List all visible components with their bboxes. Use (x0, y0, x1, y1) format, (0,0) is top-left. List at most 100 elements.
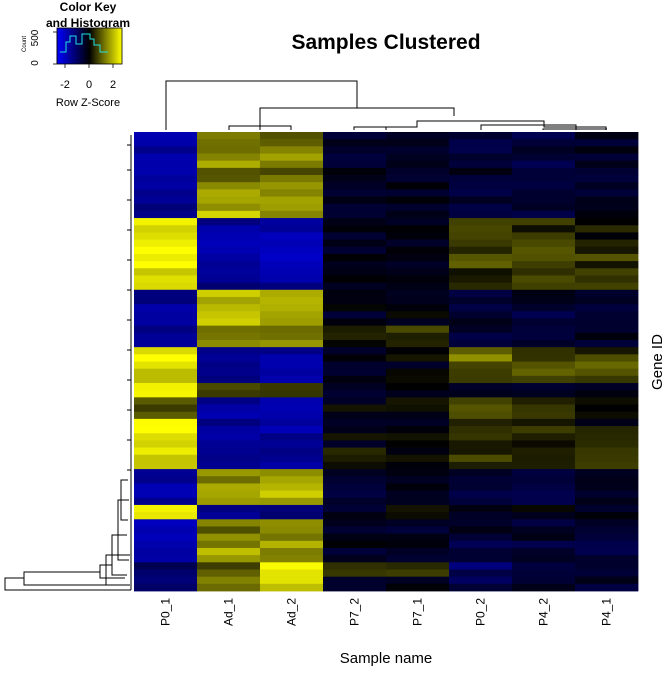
heatmap-cell (260, 440, 324, 448)
heatmap-cell (323, 390, 387, 398)
heatmap-cell (260, 296, 324, 305)
heatmap-cell (512, 476, 576, 484)
heatmap-cell (260, 218, 324, 226)
heatmap-cell (575, 433, 639, 441)
heatmap-cell (260, 275, 324, 284)
heatmap-cell (134, 547, 198, 556)
heatmap-cell (575, 139, 639, 147)
heatmap-cell (197, 512, 261, 520)
heatmap-cell (197, 447, 261, 456)
heatmap-cell (386, 304, 450, 312)
color-key-xtick-neg2: -2 (60, 79, 70, 91)
heatmap-cell (197, 296, 261, 305)
heatmap-cell (386, 404, 450, 413)
heatmap-cell (323, 383, 387, 391)
heatmap-cell (323, 225, 387, 233)
heatmap-cell (449, 547, 513, 556)
heatmap-cell (260, 426, 324, 434)
heatmap-cell (134, 210, 198, 219)
heatmap-cell (134, 225, 198, 233)
heatmap-cell (512, 139, 576, 147)
heatmap-cell (575, 526, 639, 535)
heatmap-cell (134, 555, 198, 563)
heatmap-cell (575, 540, 639, 549)
heatmap-cell (134, 447, 198, 456)
heatmap-cell (197, 397, 261, 405)
heatmap-cell (575, 418, 639, 427)
heatmap-cell (449, 232, 513, 240)
heatmap-cell (512, 339, 576, 348)
chart-title: Samples Clustered (291, 31, 480, 54)
heatmap-cell (449, 404, 513, 413)
heatmap-cell (134, 483, 198, 491)
heatmap-cell (386, 454, 450, 463)
heatmap-cell (449, 512, 513, 520)
heatmap-cell (323, 519, 387, 527)
heatmap-cell (575, 332, 639, 341)
heatmap-cell (323, 167, 387, 176)
heatmap-cell (197, 153, 261, 162)
heatmap-cell (323, 146, 387, 154)
heatmap-cell (449, 368, 513, 377)
heatmap-cell (386, 497, 450, 506)
column-dendrogram (165, 80, 607, 130)
heatmap-cell (386, 196, 450, 205)
heatmap-cell (260, 555, 324, 563)
heatmap-cell (260, 490, 324, 499)
heatmap-cell (386, 547, 450, 556)
heatmap-cell (323, 232, 387, 240)
y-axis-label: Gene ID (649, 334, 666, 390)
heatmap-cell (323, 375, 387, 384)
heatmap-cell (512, 418, 576, 427)
heatmap-cell (323, 562, 387, 570)
heatmap-cell (260, 210, 324, 219)
heatmap-cell (449, 167, 513, 176)
heatmap-cell (512, 325, 576, 334)
heatmap-cell (575, 583, 639, 592)
heatmap-cell (197, 146, 261, 154)
heatmap-cell (323, 469, 387, 477)
heatmap-cell (512, 253, 576, 262)
heatmap-cell (512, 540, 576, 549)
heatmap-cell (134, 296, 198, 305)
heatmap-cell (449, 490, 513, 499)
heatmap-cell (260, 175, 324, 183)
heatmap-cell (575, 569, 639, 578)
color-key-count-label: Count (22, 36, 28, 52)
heatmap-cell (449, 433, 513, 441)
heatmap-cell (575, 203, 639, 212)
heatmap-cell (323, 576, 387, 585)
heatmap-cell (512, 512, 576, 520)
heatmap-cell (386, 167, 450, 176)
heatmap-cell (260, 519, 324, 527)
heatmap-cell (575, 368, 639, 377)
heatmap-cell (260, 497, 324, 506)
heatmap-cell (512, 246, 576, 255)
heatmap-cell (575, 146, 639, 154)
heatmap-cell (260, 583, 324, 592)
heatmap-cell (449, 332, 513, 341)
heatmap-cell (512, 454, 576, 463)
heatmap-cell (134, 583, 198, 592)
heatmap-cell (449, 339, 513, 348)
heatmap-cell (386, 512, 450, 520)
heatmap-cell (134, 282, 198, 291)
heatmap-cell (386, 533, 450, 542)
heatmap-cell (575, 504, 639, 513)
heatmap-cell (134, 246, 198, 255)
heatmap-cell (197, 332, 261, 341)
heatmap-cell (575, 483, 639, 491)
heatmap-cell (386, 375, 450, 384)
heatmap-cell (386, 239, 450, 248)
heatmap-cell (449, 239, 513, 248)
heatmap-cell (197, 232, 261, 240)
heatmap-cell (386, 447, 450, 456)
heatmap-cell (386, 339, 450, 348)
heatmap-cell (260, 476, 324, 484)
heatmap-cell (323, 569, 387, 578)
heatmap-cell (575, 361, 639, 370)
heatmap-cell (512, 397, 576, 405)
heatmap-cell (134, 354, 198, 362)
heatmap-cell (512, 189, 576, 197)
